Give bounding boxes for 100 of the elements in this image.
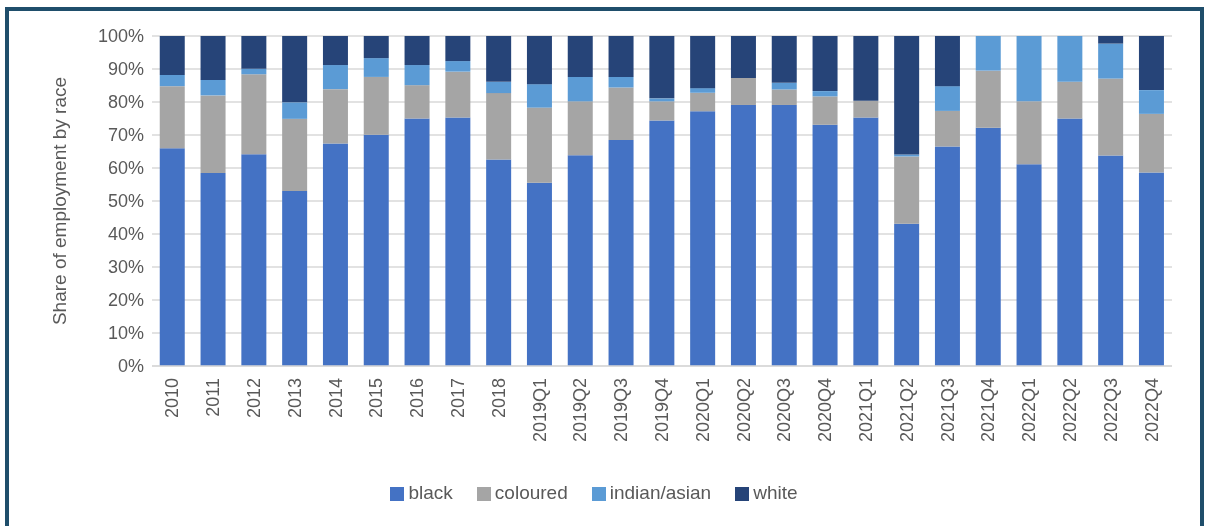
x-tick-label: 2019Q1: [529, 378, 550, 443]
bar: [812, 91, 838, 97]
bar: [690, 111, 716, 366]
x-tick-label: 2012: [244, 378, 264, 419]
bar: [975, 127, 1001, 366]
bar: [486, 159, 512, 366]
bar: [282, 102, 308, 119]
bar: [649, 120, 675, 366]
x-tick-label: 2022Q1: [1019, 378, 1040, 443]
y-tick-label: 70%: [107, 125, 144, 146]
x-tick-label: 2013: [284, 378, 305, 419]
x-tick-label: 2022Q3: [1100, 378, 1121, 443]
x-tick-label: 2019Q3: [611, 378, 632, 443]
bar: [445, 36, 471, 62]
bar: [322, 65, 348, 90]
bar: [649, 36, 675, 99]
bar: [853, 36, 879, 101]
legend-label: coloured: [494, 482, 568, 503]
bar: [771, 36, 797, 83]
bar: [853, 100, 879, 118]
x-tick-label: 2020Q2: [733, 378, 754, 443]
bar: [812, 96, 838, 125]
bar: [975, 36, 1001, 71]
bar: [567, 76, 593, 102]
bar: [812, 124, 838, 366]
bar: [200, 36, 226, 80]
x-tick-label: 2019Q2: [570, 378, 591, 443]
x-tick-label: 2022Q4: [1141, 378, 1162, 443]
bar: [363, 58, 389, 77]
y-tick-label: 30%: [107, 257, 144, 278]
bar: [894, 223, 920, 366]
bar: [853, 117, 879, 366]
bar: [690, 92, 716, 112]
y-tick-label: 10%: [107, 323, 144, 344]
bar: [526, 107, 552, 183]
x-tick-label: 2016: [407, 378, 428, 419]
bar: [812, 36, 838, 92]
bar: [1098, 78, 1124, 156]
bar: [404, 36, 430, 66]
bar: [934, 110, 960, 147]
legend-label: black: [408, 482, 453, 503]
bar: [567, 36, 593, 77]
bar: [690, 36, 716, 89]
y-tick-label: 20%: [107, 290, 144, 311]
y-tick-label: 60%: [107, 158, 144, 179]
bar: [894, 156, 920, 224]
bar: [1138, 113, 1164, 173]
bar: [1098, 43, 1124, 79]
x-tick-label: 2017: [448, 378, 468, 419]
bar: [1057, 36, 1083, 82]
y-tick-label: 100%: [97, 26, 144, 47]
bar: [730, 104, 756, 366]
x-tick-label: 2011: [203, 378, 224, 417]
y-tick-label: 0%: [117, 356, 144, 377]
bar: [1016, 164, 1042, 366]
bar: [1057, 118, 1083, 366]
legend-label: white: [753, 482, 798, 503]
x-tick-label: 2018: [488, 378, 509, 419]
y-tick-label: 40%: [107, 224, 144, 245]
bar: [649, 101, 675, 121]
bar: [445, 71, 471, 118]
x-tick-label: 2021Q3: [937, 378, 958, 443]
bar: [934, 146, 960, 366]
bar: [894, 36, 920, 155]
bar: [771, 82, 797, 90]
bar: [486, 93, 512, 160]
bar: [445, 61, 471, 72]
bar: [608, 36, 634, 77]
bar: [567, 101, 593, 156]
x-tick-label: 2019Q4: [652, 378, 672, 443]
bar: [975, 70, 1001, 128]
bar: [445, 117, 471, 366]
bar: [282, 36, 308, 103]
bar: [363, 134, 389, 366]
bar: [526, 182, 552, 366]
bar: [526, 84, 552, 108]
x-tick-label: 2021Q1: [856, 378, 876, 443]
bar: [567, 155, 593, 366]
bar: [486, 81, 512, 94]
bar: [159, 86, 185, 149]
bar: [649, 98, 675, 102]
bar: [200, 79, 226, 96]
bar: [1098, 155, 1124, 366]
x-tick-label: 2014: [325, 378, 346, 419]
bar: [200, 95, 226, 173]
bar: [1138, 90, 1164, 114]
x-tick-label: 2015: [366, 378, 387, 419]
y-tick-label: 50%: [107, 191, 144, 212]
bar: [934, 36, 960, 87]
bar: [730, 36, 756, 78]
y-tick-label: 90%: [107, 59, 144, 80]
bar: [526, 36, 552, 85]
bar: [241, 74, 267, 155]
x-tick-label: 2021Q4: [978, 378, 999, 443]
bar: [404, 65, 430, 86]
x-tick-label: 2022Q2: [1060, 378, 1080, 443]
bar: [608, 139, 634, 366]
x-tick-label: 2010: [162, 378, 183, 419]
bar: [322, 36, 348, 66]
bar: [322, 143, 348, 366]
